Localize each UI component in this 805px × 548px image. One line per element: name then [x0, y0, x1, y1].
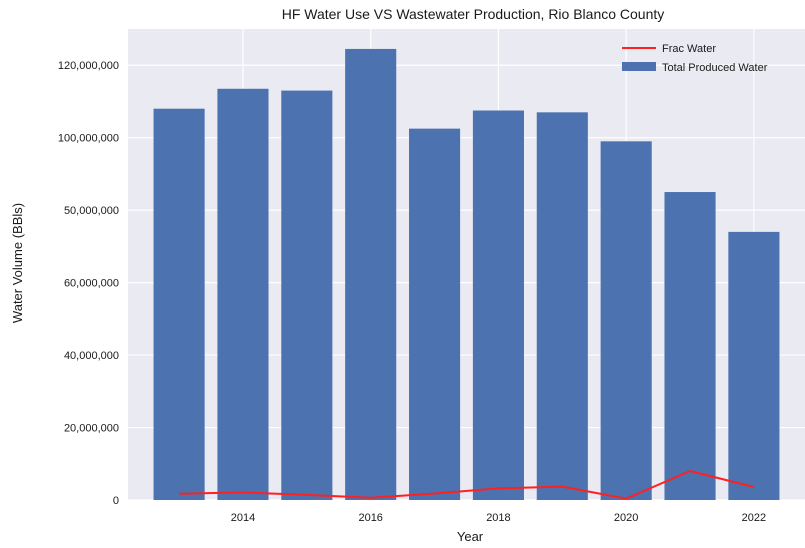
y-axis-label: Water Volume (BBls) — [10, 203, 25, 323]
bar-total-produced-water — [281, 90, 333, 500]
x-tick-label: 2020 — [614, 512, 638, 524]
bar-total-produced-water — [472, 110, 524, 501]
x-tick-label: 2022 — [742, 512, 766, 524]
frac-water-line — [179, 470, 755, 500]
y-tick-label: 100,000,000 — [58, 133, 119, 145]
legend-total-produced-water-swatch — [622, 62, 656, 71]
y-tick-label: 120,000,000 — [58, 60, 119, 72]
legend-total-produced-water-label: Total Produced Water — [662, 62, 768, 74]
bar-total-produced-water — [728, 231, 780, 500]
y-tick-label: 40,000,000 — [64, 350, 119, 362]
frac-water-line-layer — [179, 470, 755, 500]
bar-total-produced-water — [409, 128, 461, 500]
y-tick-label: 50,000,000 — [64, 205, 119, 217]
bars — [153, 48, 780, 501]
y-tick-label: 60,000,000 — [64, 278, 119, 290]
y-tick-label: 20,000,000 — [64, 423, 119, 435]
chart-title: HF Water Use VS Wastewater Production, R… — [282, 6, 665, 22]
x-tick-label: 2016 — [358, 512, 382, 524]
x-tick-label: 2018 — [486, 512, 510, 524]
tick-labels: 0 20,000,000 40,000,000 60,000,000 50,000,00… — [58, 60, 766, 524]
y-tick-label: 0 — [113, 495, 119, 507]
bar-total-produced-water — [153, 108, 205, 500]
bar-total-produced-water — [217, 88, 269, 501]
bar-total-produced-water — [536, 112, 588, 500]
x-tick-label: 2014 — [231, 512, 255, 524]
bar-total-produced-water — [600, 141, 652, 501]
legend: Frac Water Total Produced Water — [622, 43, 768, 74]
legend-frac-water-label: Frac Water — [662, 43, 716, 55]
x-axis-label: Year — [457, 529, 484, 544]
bar-total-produced-water — [664, 192, 716, 501]
bar-total-produced-water — [345, 48, 397, 501]
